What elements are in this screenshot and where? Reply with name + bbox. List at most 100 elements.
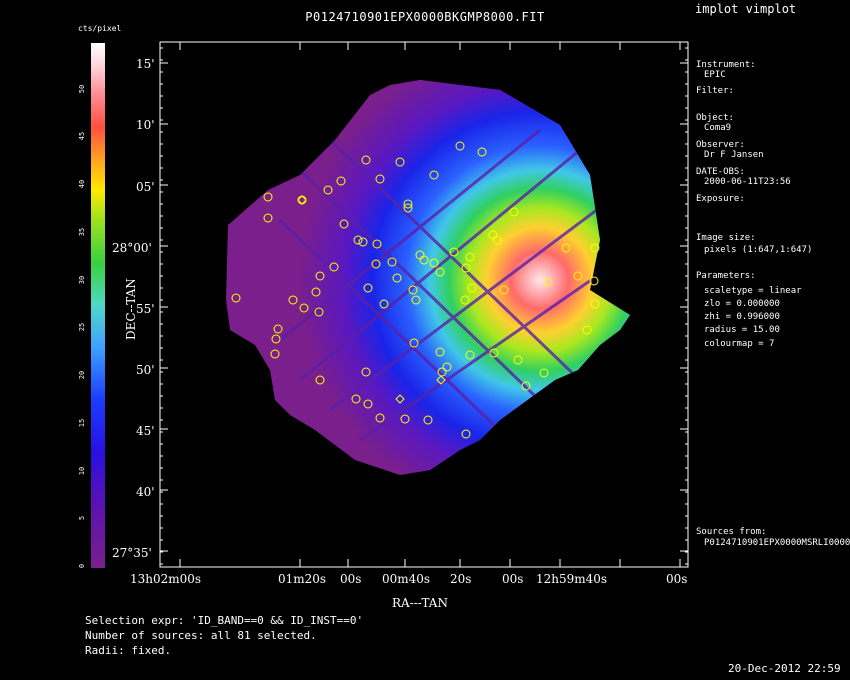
source-circle (429, 170, 439, 180)
parameters-label: Parameters: (696, 271, 756, 281)
source-circle (353, 235, 363, 245)
source-circle (263, 192, 273, 202)
source-diamond (395, 394, 405, 404)
source-circle (409, 338, 419, 348)
y-axis-label: DEC--TAN (124, 278, 138, 340)
source-circle (315, 271, 325, 281)
source-circle (437, 367, 447, 377)
colorbar-title: cts/pixel (78, 24, 122, 33)
source-circle (423, 415, 433, 425)
source-circle (263, 213, 273, 223)
source-circle (361, 155, 371, 165)
exposure-label: Exposure: (696, 194, 745, 204)
source-diamond (436, 375, 446, 385)
y-tick-label: 28°00' (112, 241, 152, 255)
source-circle (465, 252, 475, 262)
sources-label: Sources from: (696, 527, 767, 537)
x-tick-label: 00s (666, 572, 688, 586)
source-circle (460, 295, 470, 305)
x-tick-label: 20s (450, 572, 472, 586)
source-circle (363, 399, 373, 409)
source-circle (361, 367, 371, 377)
source-circle (455, 141, 465, 151)
source-circle (477, 147, 487, 157)
source-circle (400, 414, 410, 424)
param-radius: radius = 15.00 (704, 325, 780, 335)
source-circle (411, 295, 421, 305)
source-markers (231, 141, 600, 439)
source-circle (329, 262, 339, 272)
source-circle (467, 283, 477, 293)
source-circle (299, 303, 309, 313)
source-circle (375, 174, 385, 184)
source-circle (271, 334, 281, 344)
x-tick-label: 00s (502, 572, 524, 586)
x-axis-label: RA---TAN (392, 596, 448, 610)
source-circle (379, 299, 389, 309)
source-circle (543, 277, 553, 287)
object-label: Object: (696, 113, 734, 123)
dateobs-value: 2000-06-11T23:56 (704, 177, 791, 187)
x-tick-label: 13h02m00s (130, 572, 202, 586)
param-colourmap: colourmap = 7 (704, 339, 775, 349)
source-circle (521, 381, 531, 391)
imagesize-label: Image size: (696, 233, 756, 243)
source-circle (442, 362, 452, 372)
plot-title: P0124710901EPX0000BKGMP8000.FIT (305, 10, 545, 24)
source-circle (387, 257, 397, 267)
source-circle (429, 258, 439, 268)
y-tick-label: 10' (136, 118, 155, 132)
source-circle (513, 355, 523, 365)
observer-label: Observer: (696, 140, 745, 150)
source-circle (288, 295, 298, 305)
source-circle (403, 203, 413, 213)
source-circle (231, 293, 241, 303)
source-circle (311, 287, 321, 297)
object-value: Coma9 (704, 123, 732, 133)
y-tick-label: 15' (136, 57, 155, 71)
source-circle (392, 273, 402, 283)
sources-file: P0124710901EPX0000MSRLI0000.F (704, 538, 850, 548)
param-zhi: zhi = 0.996000 (704, 312, 780, 322)
filter-label: Filter: (696, 86, 734, 96)
source-circle (363, 283, 373, 293)
x-tick-label: 00m40s (382, 572, 431, 586)
colorbar (91, 43, 105, 568)
instrument-value: EPIC (704, 70, 726, 80)
source-circle (435, 347, 445, 357)
source-circle (323, 185, 333, 195)
source-circle (371, 259, 381, 269)
y-tick-label: 45' (136, 424, 155, 438)
source-circle (273, 324, 283, 334)
source-circle (561, 243, 571, 253)
observer-value: Dr F Jansen (704, 150, 764, 160)
y-tick-label: 40' (136, 485, 155, 499)
source-circle (590, 243, 600, 253)
source-circle (590, 299, 600, 309)
source-circle (351, 394, 361, 404)
source-circle (461, 263, 471, 273)
param-scaletype: scaletype = linear (704, 286, 802, 296)
x-tick-label: 00s (340, 572, 362, 586)
source-circle (509, 207, 519, 217)
source-circle (492, 235, 502, 245)
source-circle (573, 271, 583, 281)
x-tick-label: 01m20s (278, 572, 327, 586)
source-circle (408, 285, 418, 295)
dateobs-label: DATE-OBS: (696, 167, 745, 177)
y-tick-label: 55' (136, 302, 155, 316)
source-circle (375, 413, 385, 423)
y-tick-label: 05' (136, 180, 155, 194)
source-circle (419, 255, 429, 265)
source-circle (339, 219, 349, 229)
radii-setting: Radii: fixed. (85, 644, 172, 657)
timestamp: 20-Dec-2012 22:59 (728, 662, 841, 675)
source-circle (435, 267, 445, 277)
param-zlo: zlo = 0.000000 (704, 299, 780, 309)
source-circle (314, 307, 324, 317)
x-tick-label: 12h59m40s (536, 572, 608, 586)
selection-expression: Selection expr: 'ID_BAND==0 && ID_INST==… (85, 614, 364, 627)
source-circle (372, 239, 382, 249)
instrument-label: Instrument: (696, 60, 756, 70)
